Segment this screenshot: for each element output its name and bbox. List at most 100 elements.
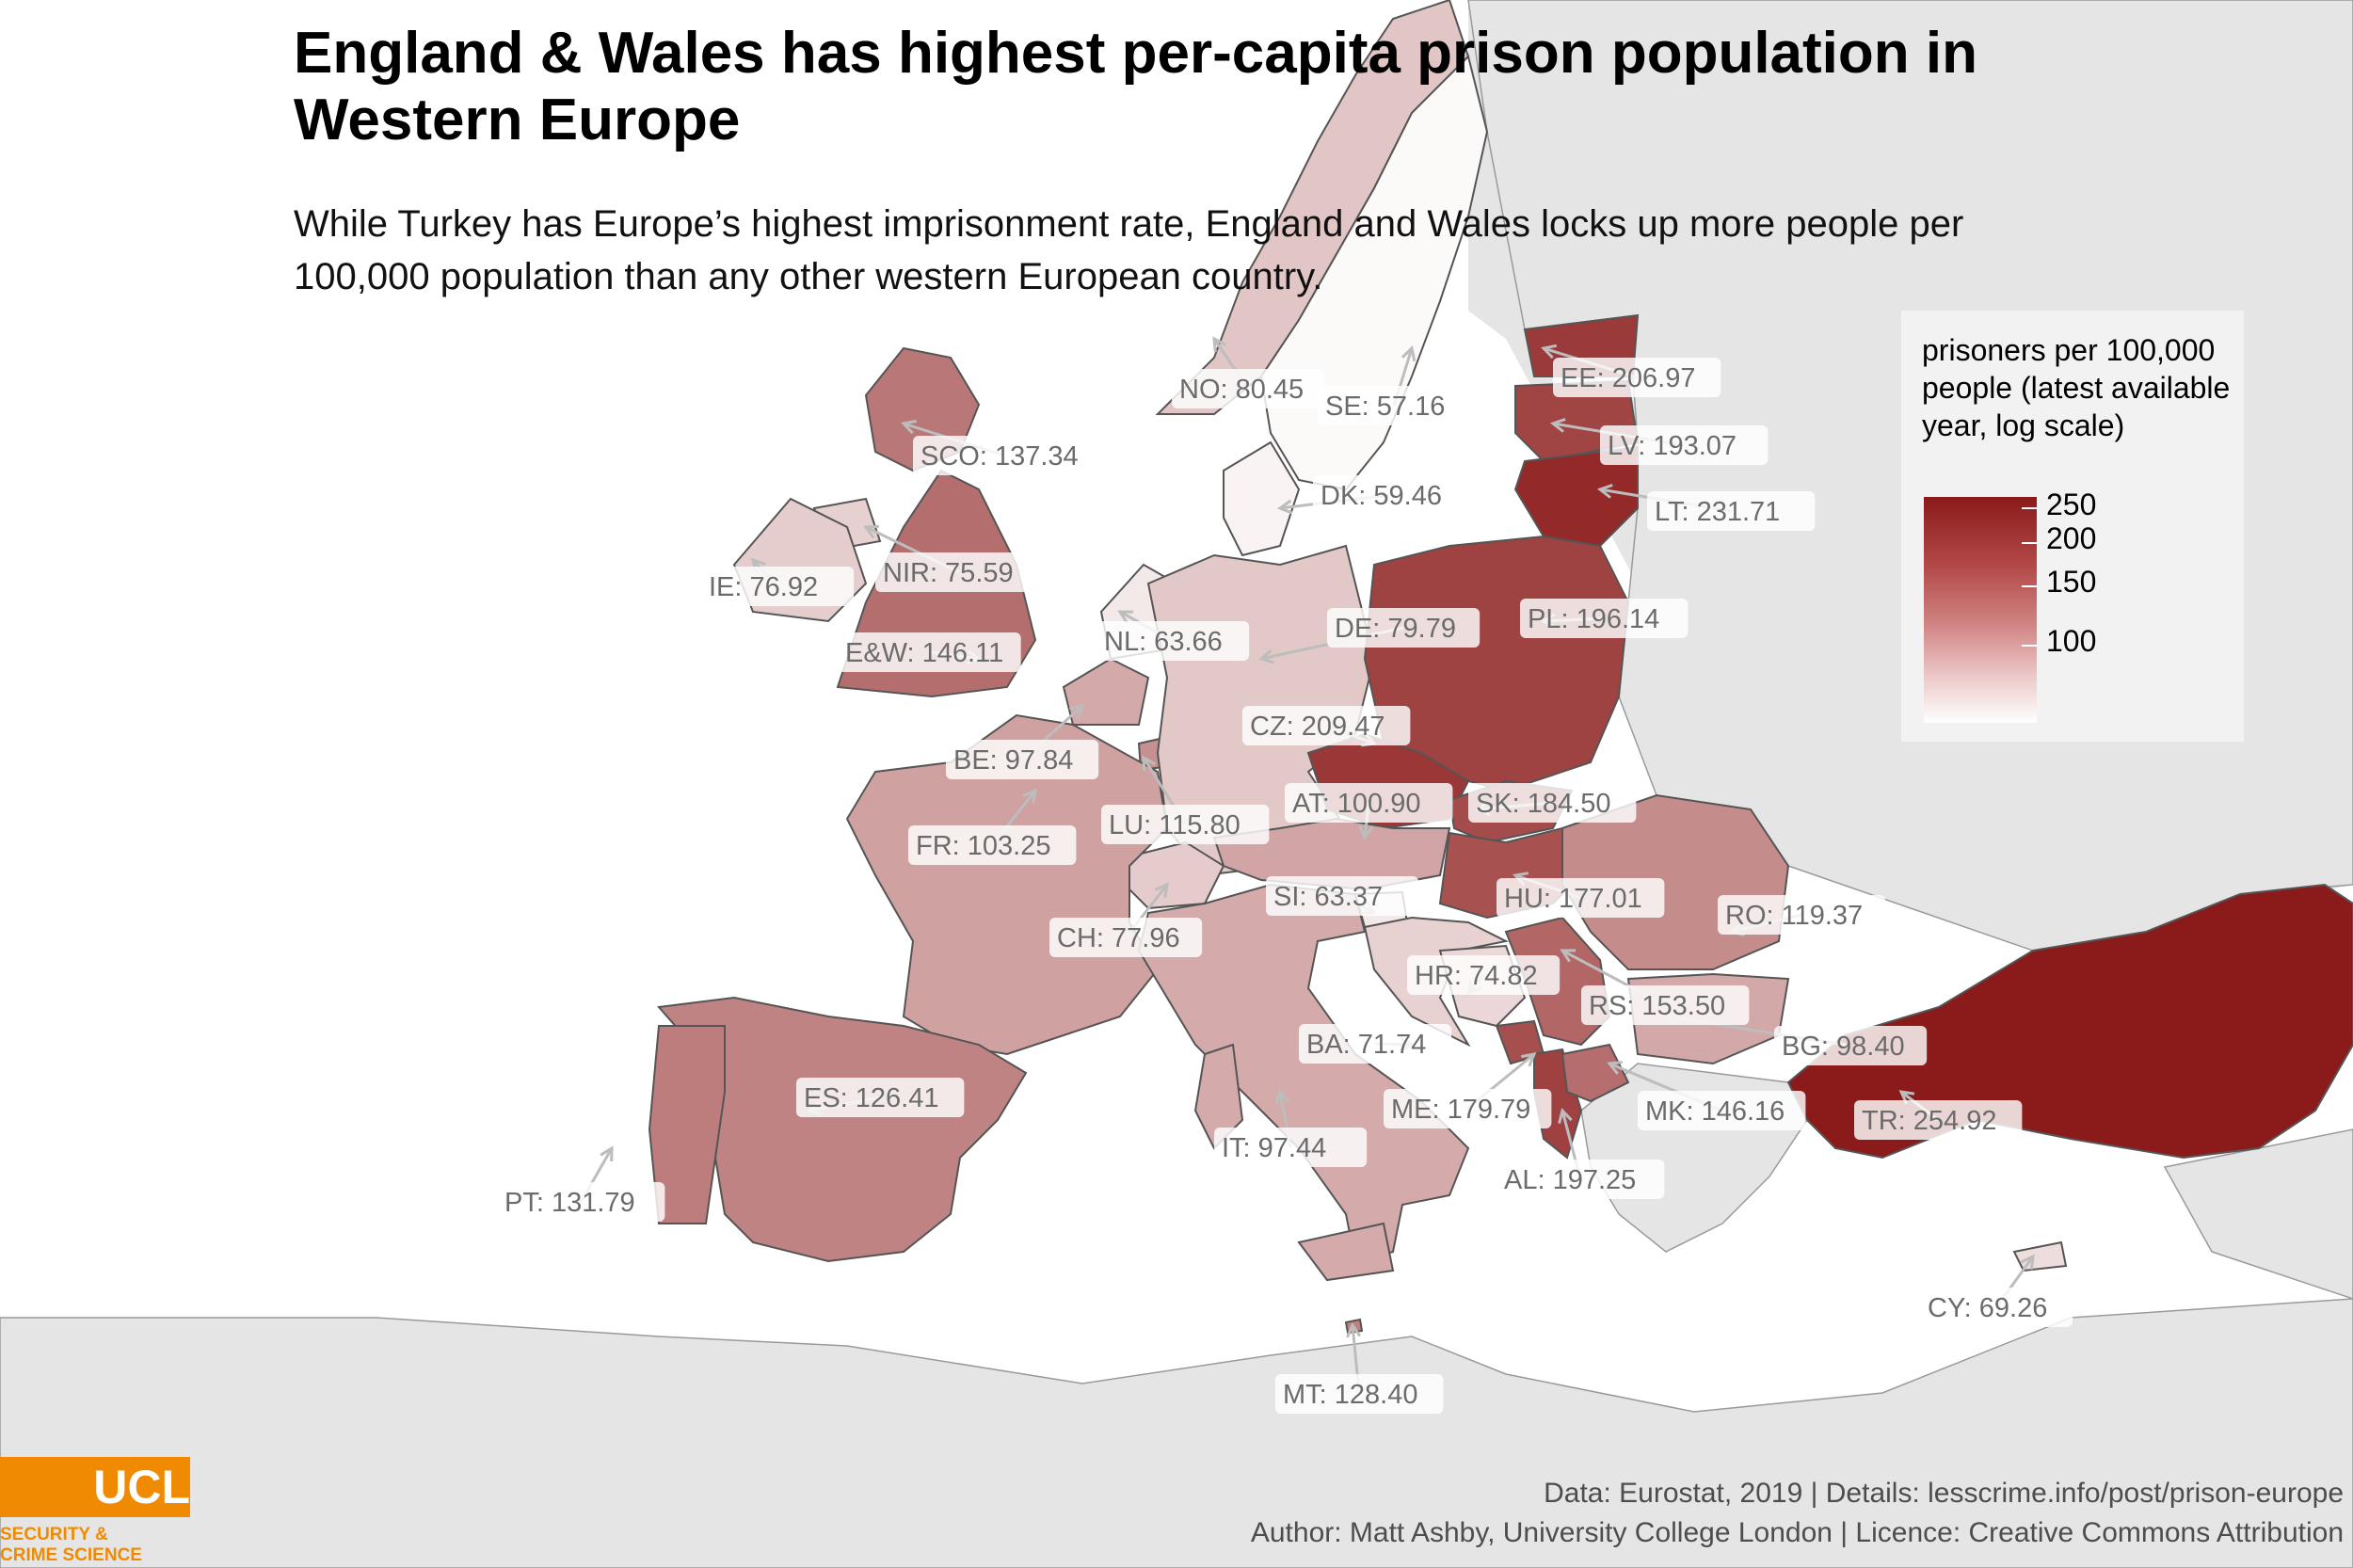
leader-arrowhead-ch [1154,882,1169,899]
region-label-lv: LV: 193.07 [1600,425,1769,465]
region-label-text: SE: 57.16 [1325,392,1445,422]
region-label-text: RS: 153.50 [1589,991,1725,1021]
logo-line-1: SECURITY & [0,1525,108,1544]
region-label-ro: RO: 119.37 [1718,895,1886,935]
leader-arrowhead-sco [901,419,918,435]
legend-title: prisoners per 100,000 people (latest ava… [1922,333,2231,442]
region-label-tr: TR: 254.92 [1854,1100,2023,1140]
region-label-hr: HR: 74.82 [1407,955,1561,995]
region-label-box [796,1078,965,1117]
leader-arrowhead-al [1558,1107,1573,1124]
leader-arrowhead-pt [600,1145,614,1162]
region-label-text: HU: 177.01 [1504,884,1642,914]
region-label-text: IT: 97.44 [1222,1133,1326,1163]
leader-arrowhead-me [1520,1052,1537,1067]
region-label-mk: MK: 146.16 [1638,1091,1806,1130]
region-label-me: ME: 179.79 [1384,1089,1552,1128]
region-label-box [1285,783,1453,823]
region-label-box [838,632,1021,672]
region-label-box [1266,876,1419,916]
region-label-text: LT: 231.71 [1655,497,1780,527]
leader-arrowhead-no [1212,336,1227,353]
region-label-text: DK: 59.46 [1321,481,1442,511]
region-label-box [1920,1288,2073,1327]
region-label-si: SI: 63.37 [1266,876,1419,916]
sea-area-north [0,0,1468,311]
region-label-box [1096,621,1250,661]
leader-arrowhead-rs [1560,949,1577,963]
country-dk [1223,440,1301,557]
region-label-text: AL: 197.25 [1504,1165,1636,1195]
region-label-box [1327,608,1481,648]
chart-subtitle: While Turkey has Europe’s highest impris… [294,203,1964,297]
region-label-cz: CZ: 209.47 [1242,706,1411,745]
region-label-text: FR: 103.25 [916,831,1050,861]
region-label-sk: SK: 184.50 [1468,783,1637,823]
region-label-text: AT: 100.90 [1292,789,1421,819]
region-label-text: NO: 80.45 [1179,375,1304,405]
region-label-box [1497,878,1665,918]
leader-arrowhead-mt [1346,1321,1362,1338]
footer-author: Author: Matt Ashby, University College L… [1250,1517,2344,1548]
region-label-pl: PL: 196.14 [1520,599,1689,638]
region-label-box [1854,1100,2023,1140]
region-label-text: ME: 179.79 [1391,1095,1530,1125]
region-label-ch: CH: 77.96 [1049,918,1203,957]
legend-tickmark-100 [2022,645,2037,647]
region-label-text: E&W: 146.11 [845,638,1003,668]
region-label-box [1647,491,1816,531]
region-label-dk: DK: 59.46 [1313,475,1466,515]
leader-arrowhead-it [1274,1088,1290,1105]
leader-arrowhead-lt [1596,483,1613,499]
leader-arrowhead-ee [1541,344,1558,360]
region-label-box [1497,1160,1665,1199]
region-label-text: HR: 74.82 [1415,961,1538,991]
leader-arrowhead-lu [1142,755,1156,772]
region-label-box [1384,1089,1552,1128]
region-label-box [875,552,1044,592]
region-label-box [1299,1024,1452,1064]
region-label-text: RO: 119.37 [1725,901,1863,931]
leader-arrowhead-se [1401,345,1417,362]
region-label-box [701,567,855,606]
region-label-ee: EE: 206.97 [1553,358,1721,397]
ucl-logo: UCL [0,1457,190,1517]
legend-tickmark-200 [2022,542,2037,544]
region-label-box [1318,386,1471,425]
region-label-text: CY: 69.26 [1928,1293,2047,1323]
leader-arrowhead-lv [1549,417,1566,433]
region-label-box [1553,358,1721,397]
region-label-mt: MT: 128.40 [1275,1374,1444,1414]
country-be [1062,657,1150,726]
region-label-box [1638,1091,1806,1130]
region-label-text: EE: 206.97 [1561,363,1696,393]
chart-title: England & Wales has highest per-capita p… [294,21,1977,152]
logo-line-2: CRIME SCIENCE [0,1544,142,1565]
region-label-be: BE: 97.84 [946,740,1099,779]
legend-colorbar [1924,497,2037,723]
legend-tick-150: 150 [2046,565,2097,599]
region-label-no: NO: 80.45 [1172,369,1325,408]
region-label-lt: LT: 231.71 [1647,491,1816,531]
country-at [1212,817,1451,891]
region-label-rs: RS: 153.50 [1581,985,1750,1025]
region-label-fr: FR: 103.25 [908,825,1077,865]
region-label-box [1101,805,1270,844]
region-label-sco: SCO: 137.34 [913,436,1096,475]
region-label-box [908,825,1077,865]
region-label-nir: NIR: 75.59 [875,552,1044,592]
region-label-text: IE: 76.92 [709,572,818,602]
region-label-text: PT: 131.79 [504,1188,635,1218]
country-tr [1786,883,2353,1160]
region-label-box [1468,783,1637,823]
leader-arrowhead-cy [2020,1254,2035,1271]
region-label-es: ES: 126.41 [796,1078,965,1117]
region-label-de: DE: 79.79 [1327,608,1481,648]
region-label-text: TR: 254.92 [1862,1106,1996,1136]
region-label-al: AL: 197.25 [1497,1160,1665,1199]
region-label-box [1313,475,1466,515]
region-label-box [913,436,1096,475]
region-label-text: PL: 196.14 [1528,604,1659,634]
region-label-text: SI: 63.37 [1273,882,1383,912]
